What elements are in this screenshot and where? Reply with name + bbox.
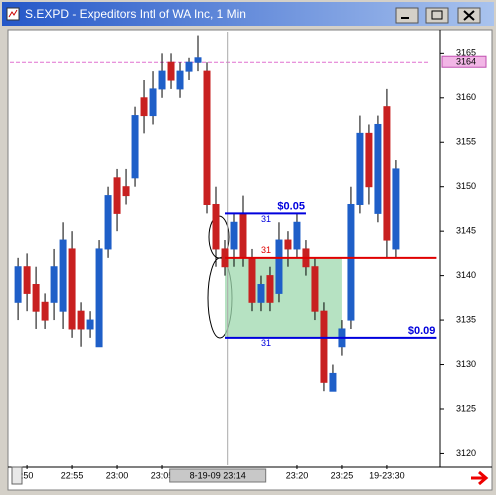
y-tick-label: 3130 [456,359,476,369]
candle-body [86,319,94,330]
candle-body [113,177,121,214]
x-tick-label: 23:25 [331,470,354,480]
candle-body [383,106,391,241]
candle-body [356,132,364,205]
candle-body [77,310,85,330]
candle-body [275,239,283,294]
candle-body [329,372,337,392]
annotation-count: 31 [261,245,271,255]
annotation-text: $0.05 [277,200,305,212]
annotation-count: 31 [261,338,271,348]
y-tick-label: 3135 [456,314,476,324]
candle-body [230,221,238,250]
candle-body [122,186,130,197]
y-tick-label: 3125 [456,403,476,413]
annotation-count: 31 [261,214,271,224]
x-tick-label: 19-23:30 [369,470,405,480]
candle-body [149,88,157,117]
x-tick-label: :50 [21,470,34,480]
price-label-box [441,55,487,68]
candle-body [320,310,328,383]
window-icon-graph [8,9,18,18]
y-tick-label: 3140 [456,270,476,280]
price-label: 3164 [456,57,476,67]
candle-body [239,212,247,259]
y-tick-label: 3150 [456,181,476,191]
candle-body [158,70,166,90]
candle-body [41,301,49,321]
maximize-icon [431,10,443,20]
y-tick-label: 3145 [456,226,476,236]
y-tick-label: 3165 [456,48,476,58]
candle-body [266,275,274,303]
candle-body [293,221,301,250]
candle-body [50,266,58,303]
candle-body [176,70,184,90]
y-tick-label: 3155 [456,137,476,147]
candle-body [374,123,382,214]
candle-body [365,132,373,188]
candle-body [347,203,355,321]
candle-body [95,248,103,348]
annotation-text: $0.09 [408,325,436,337]
close-icon [463,10,475,21]
y-tick-label: 3160 [456,92,476,102]
candle-body [392,168,400,250]
x-tick-label: 23:00 [106,470,129,480]
candle-body [257,284,265,303]
scroll-handle[interactable] [11,466,23,485]
candle-body [311,266,319,312]
candle-body [212,203,220,250]
candle-body [131,115,139,179]
crosshair-label-box [169,468,267,483]
candle-body [32,284,40,312]
candle-body [14,266,22,303]
candle-body [59,239,67,312]
y-tick-label: 3120 [456,448,476,458]
candle-body [68,248,76,330]
crosshair-label: 8-19-09 23:14 [190,470,246,480]
candle-body [104,195,112,250]
candle-body [23,266,31,294]
candle-body [203,70,211,205]
candle-body [167,61,175,81]
candle-body [284,239,292,250]
maximize-button[interactable] [425,7,449,24]
candle-body [140,97,148,117]
x-tick-label: 23:20 [286,470,309,480]
scroll-right-arrow[interactable] [471,470,489,486]
x-tick-label: 22:55 [61,470,84,480]
candle-body [248,257,256,303]
candle-body [194,57,202,63]
minimize-button[interactable] [395,7,419,24]
candle-body [185,61,193,72]
window-title: S.EXPD - Expeditors Intl of WA Inc, 1 Mi… [25,7,246,21]
x-tick-label: 23:05 [151,470,174,480]
